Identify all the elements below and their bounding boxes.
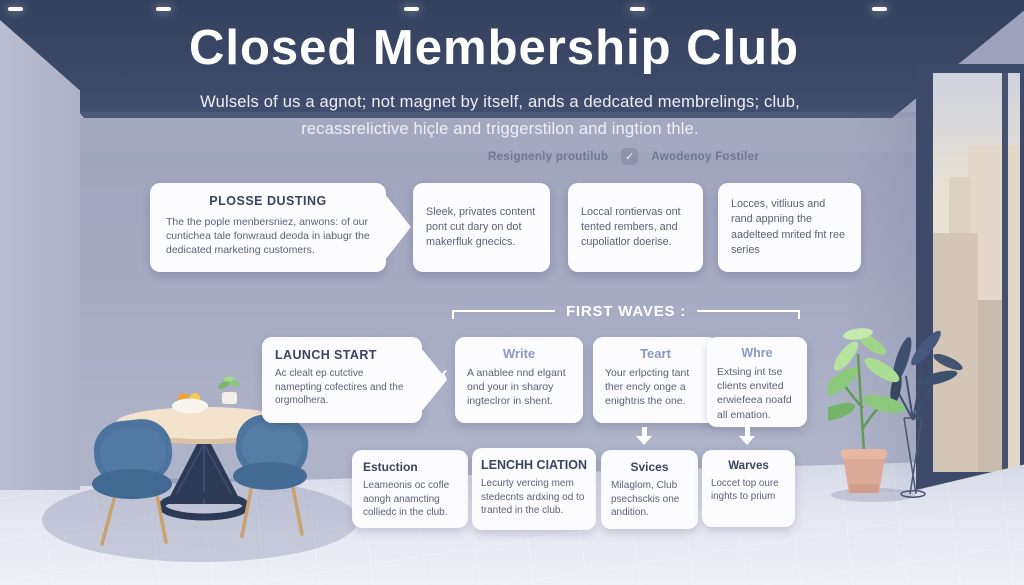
window-pane — [933, 73, 1020, 472]
card-body: Milaglom, Club psechsckis one andition. — [611, 480, 680, 518]
potted-plant — [828, 328, 906, 493]
chair-left — [92, 419, 173, 546]
chevron-left-icon: ‹ — [441, 363, 448, 385]
left-wall-panel — [0, 20, 80, 490]
ceiling-panel — [0, 0, 1024, 118]
ceiling-light — [156, 7, 171, 11]
card-body: Your erlpcting tant ther encly onge a en… — [605, 367, 690, 408]
card-body: Leameonis oc cofle aongh anamcting colli… — [363, 480, 450, 518]
section-bracket-right — [697, 310, 800, 319]
detail-card-svices: Svices Milaglom, Club psechsckis one and… — [601, 450, 698, 529]
plants-scene — [828, 328, 963, 502]
wave-card-teart: Teart Your erlpcting tant ther encly ong… — [593, 337, 718, 423]
wall-band — [0, 112, 1024, 152]
chair-right — [233, 414, 309, 538]
down-arrow-icon — [633, 427, 655, 445]
intro-card-4: Locces, vitliuus and rand appning the aa… — [718, 183, 861, 272]
card-title: Whre — [741, 346, 773, 360]
detail-card-estuction: Estuction Leameonis oc cofle aongh anamc… — [352, 450, 468, 528]
badge-right-label: Awodenoy Fostiler — [651, 150, 760, 163]
ceiling-light — [8, 7, 23, 11]
intro-card-plosse-dusting: PLOSSE DUSTING The the pople menbersniez… — [150, 183, 386, 272]
window — [916, 64, 1024, 490]
window-mullion — [1001, 73, 1008, 472]
intro-card-3: Loccal rontiervas ont tented rembers, an… — [568, 183, 703, 272]
building-silhouette — [978, 300, 1007, 472]
card-body: A anablee nnd elgant ond your in sharoy … — [467, 367, 566, 408]
card-body: Locces, vitliuus and rand appning the aa… — [731, 198, 846, 256]
card-title: LAUNCH START — [275, 348, 377, 362]
card-title: Svices — [630, 460, 669, 474]
card-title: Estuction — [363, 460, 418, 474]
subtitle-line-1: Wulsels of us a agnot; not magnet by its… — [200, 93, 800, 111]
right-wall-shade — [845, 112, 923, 492]
wave-card-write: Write A anablee nnd elgant ond your in s… — [455, 337, 583, 423]
card-body: Ac clealt ep cutctive namepting cofectir… — [275, 368, 404, 406]
ceiling-light — [630, 7, 645, 11]
badge-left-label: Resignenly proutilub — [488, 150, 609, 163]
card-title: Warves — [728, 460, 769, 472]
card-body: Lecurty vercing mem stedecnts ardxing od… — [481, 478, 585, 516]
ceiling-light — [872, 7, 887, 11]
card-title: LENCHH CIATION — [481, 458, 588, 472]
intro-card-2: Sleek, privates content pont cut dary on… — [413, 183, 550, 272]
launch-start-card: LAUNCH START Ac clealt ep cutctive namep… — [262, 337, 422, 423]
wave-card-whre: Whre Extsing int tse clients envited erw… — [707, 337, 807, 427]
subtitle-line-2: recassrelictive hiçle and triggerstilon … — [301, 120, 699, 138]
card-title: Teart — [640, 346, 671, 361]
building-silhouette — [933, 232, 979, 472]
card-body: Extsing int tse clients envited erwiefee… — [717, 366, 792, 421]
card-body: Loccet top oure inghts to prium — [711, 478, 779, 503]
section-label: FIRST WAVES : — [565, 302, 687, 320]
ceiling-light — [404, 7, 419, 11]
detail-card-warves: Warves Loccet top oure inghts to prium — [702, 450, 795, 527]
card-body: Loccal rontiervas ont tented rembers, an… — [581, 205, 681, 249]
fruit-bowl — [172, 393, 208, 414]
badge-row: Resignenly proutilub ✓ Awodenoy Fostiler — [488, 148, 759, 165]
arrow-tip — [385, 194, 411, 260]
detail-card-lenchh-ciation: LENCHH CIATION Lecurty vercing mem stede… — [472, 448, 596, 530]
mini-plant — [218, 376, 240, 404]
card-body: The the pople menbersniez, anwons: of ou… — [166, 216, 370, 257]
dining-table-scene — [42, 376, 358, 562]
section-bracket-left — [452, 310, 555, 319]
check-icon: ✓ — [621, 148, 639, 165]
card-title: Write — [502, 346, 536, 361]
section-header: FIRST WAVES : — [452, 301, 800, 321]
page-title: Closed Membership Club — [188, 21, 800, 75]
card-title: PLOSSE DUSTING — [209, 194, 327, 208]
down-arrow-icon — [736, 427, 758, 445]
arrow-tip — [421, 348, 447, 412]
card-body: Sleek, privates content pont cut dary on… — [426, 205, 536, 249]
